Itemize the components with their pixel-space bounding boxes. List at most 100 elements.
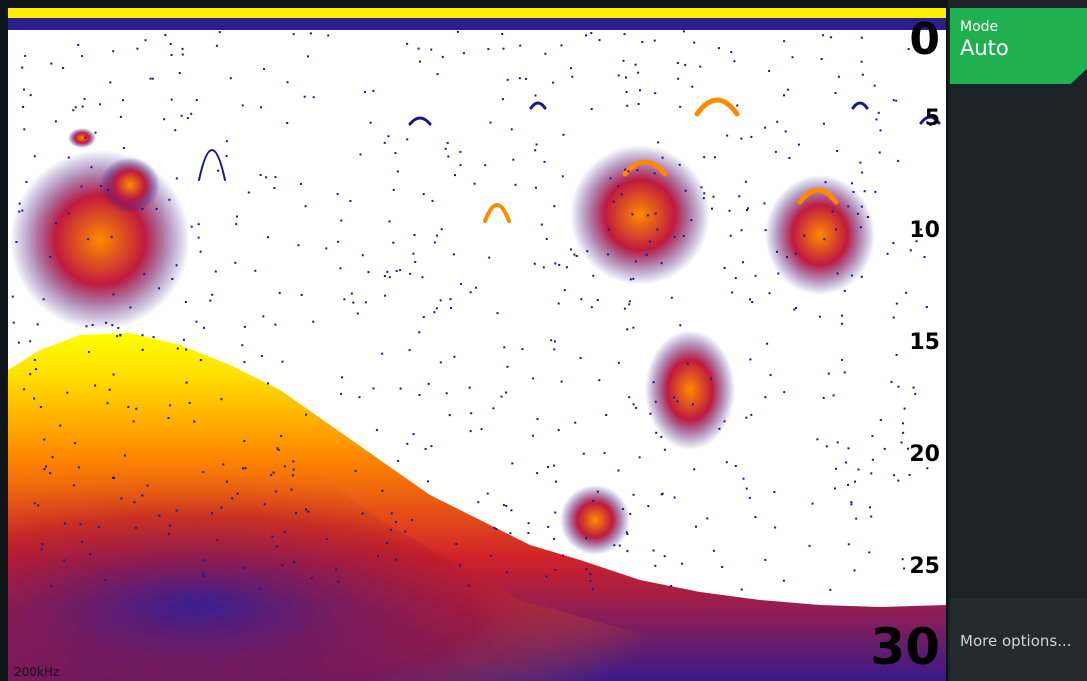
noise-dot: [307, 510, 310, 513]
noise-dot: [776, 120, 779, 123]
noise-dot: [746, 207, 749, 210]
noise-dot: [412, 433, 415, 436]
noise-dot: [632, 277, 635, 280]
noise-dot: [617, 74, 620, 77]
noise-dot: [292, 460, 295, 463]
noise-dot: [686, 362, 689, 365]
noise-dot: [446, 141, 449, 144]
noise-dot: [304, 205, 307, 208]
noise-dot: [902, 431, 905, 434]
noise-dot: [748, 496, 751, 499]
noise-dot: [536, 472, 539, 475]
noise-dot: [903, 407, 906, 410]
noise-dot: [112, 373, 115, 376]
noise-dot: [225, 140, 228, 143]
noise-dot: [381, 352, 384, 355]
noise-dot: [829, 588, 832, 591]
noise-dot: [540, 223, 543, 226]
noise-dot: [907, 48, 910, 50]
noise-dot: [202, 471, 205, 473]
noise-dot: [776, 250, 778, 253]
noise-dot: [273, 187, 276, 190]
noise-dot: [749, 358, 752, 361]
noise-dot: [637, 71, 640, 74]
noise-dot: [764, 558, 767, 561]
noise-dot: [339, 267, 342, 270]
noise-dot: [309, 32, 312, 35]
noise-dot: [783, 94, 785, 97]
noise-dot: [766, 342, 769, 345]
noise-dot: [592, 274, 595, 277]
noise-dot: [418, 331, 421, 334]
noise-dot: [195, 99, 198, 102]
noise-dot: [175, 509, 178, 512]
noise-dot: [444, 147, 447, 150]
noise-dot: [305, 413, 308, 416]
noise-dot: [155, 208, 158, 210]
noise-dot: [811, 502, 814, 505]
noise-dot: [631, 213, 634, 216]
mode-button[interactable]: Mode Auto: [950, 8, 1087, 84]
noise-dot: [553, 205, 556, 208]
noise-dot: [895, 302, 898, 305]
surface-clutter: [8, 18, 946, 30]
noise-dot: [449, 298, 452, 301]
noise-dot: [632, 493, 635, 496]
noise-dot: [850, 274, 853, 277]
noise-dot: [211, 512, 213, 515]
noise-dot: [626, 104, 629, 107]
noise-dot: [297, 244, 300, 247]
noise-dot: [421, 276, 424, 279]
noise-dot: [45, 465, 47, 468]
noise-dot: [850, 501, 853, 504]
noise-dot: [505, 571, 508, 574]
noise-dot: [836, 150, 839, 152]
noise-dot: [436, 234, 438, 237]
noise-dot: [625, 531, 628, 534]
fish-arch-8: [198, 149, 226, 181]
noise-dot: [414, 261, 417, 263]
noise-dot: [883, 447, 886, 450]
noise-dot: [430, 48, 433, 51]
noise-dot: [861, 171, 864, 174]
sonar-image: [8, 8, 946, 681]
noise-dot: [919, 228, 922, 231]
noise-dot: [361, 254, 364, 257]
noise-dot: [555, 480, 557, 483]
surface-band: [8, 8, 946, 18]
noise-dot: [764, 229, 767, 232]
noise-dot: [281, 564, 284, 567]
more-options-button[interactable]: More options...: [950, 598, 1087, 681]
noise-dot: [235, 223, 238, 226]
noise-dot: [369, 121, 372, 124]
noise-dot: [23, 128, 26, 131]
noise-dot: [860, 36, 863, 39]
noise-dot: [281, 360, 284, 363]
noise-dot: [915, 240, 918, 243]
noise-dot: [97, 526, 100, 529]
noise-dot: [808, 544, 811, 547]
noise-dot: [907, 447, 909, 450]
noise-dot: [453, 355, 456, 358]
noise-dot: [146, 484, 149, 487]
noise-dot: [897, 385, 900, 388]
noise-dot: [582, 452, 585, 455]
noise-dot: [836, 272, 839, 275]
noise-dot: [554, 340, 556, 343]
noise-dot: [871, 458, 874, 461]
noise-dot: [847, 205, 850, 208]
noise-dot: [469, 291, 472, 294]
noise-dot: [527, 532, 530, 534]
noise-dot: [167, 532, 170, 535]
noise-dot: [729, 234, 732, 237]
noise-dot: [327, 34, 330, 37]
noise-dot: [871, 435, 874, 438]
sonar-view[interactable]: 0 5 10 15 20 25 30 200kHz: [0, 0, 946, 681]
noise-dot: [545, 238, 548, 240]
noise-dot: [202, 574, 205, 577]
noise-dot: [919, 571, 922, 573]
noise-dot: [399, 387, 402, 390]
noise-dot: [480, 428, 483, 431]
noise-dot: [87, 238, 90, 241]
noise-dot: [902, 422, 904, 425]
